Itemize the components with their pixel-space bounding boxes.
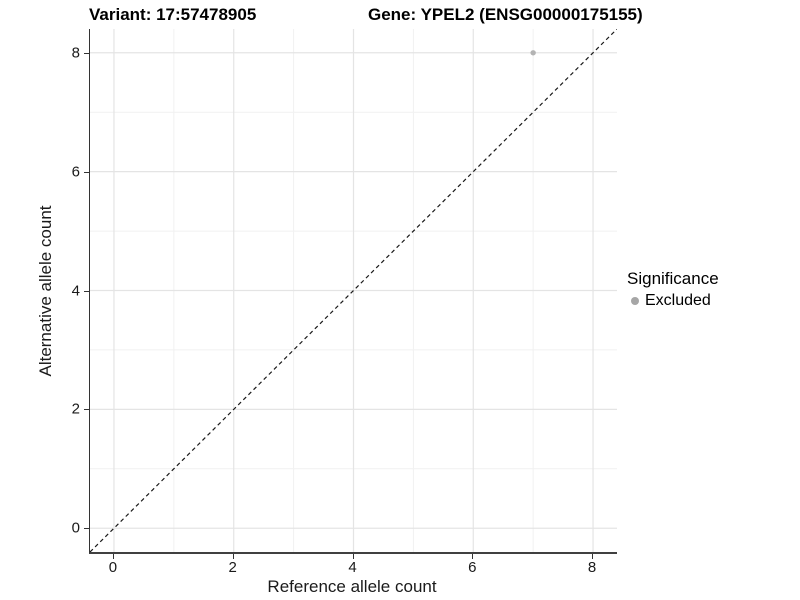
variant-title: Variant: 17:57478905 bbox=[89, 5, 257, 24]
y-axis-title: Alternative allele count bbox=[36, 205, 55, 377]
x-axis-title: Reference allele count bbox=[267, 577, 437, 596]
y-tick-mark bbox=[84, 52, 89, 54]
x-tick-label: 8 bbox=[587, 559, 597, 576]
data-point-excluded bbox=[530, 50, 536, 56]
legend-item-excluded: Excluded bbox=[627, 292, 719, 310]
x-tick-label: 4 bbox=[348, 559, 357, 576]
y-tick-label: 0 bbox=[71, 519, 80, 537]
x-tick-label: 0 bbox=[108, 559, 118, 576]
y-tick-mark bbox=[84, 171, 89, 173]
y-tick-label: 2 bbox=[71, 400, 80, 418]
identity-line bbox=[90, 29, 617, 552]
plot-panel bbox=[89, 29, 617, 554]
x-tick-label: 2 bbox=[228, 559, 237, 576]
x-tick-mark bbox=[472, 554, 474, 559]
y-tick-label: 6 bbox=[71, 163, 80, 181]
x-tick-mark bbox=[112, 554, 114, 559]
legend-title: Significance bbox=[627, 269, 719, 288]
y-tick-mark bbox=[84, 290, 89, 292]
scatter-plot-canvas bbox=[90, 29, 617, 552]
y-tick-mark bbox=[84, 528, 89, 530]
x-tick-mark bbox=[232, 554, 234, 559]
gene-title: Gene: YPEL2 (ENSG00000175155) bbox=[368, 5, 643, 24]
x-tick-label: 6 bbox=[468, 559, 477, 576]
x-tick-mark bbox=[592, 554, 594, 559]
legend-item-label: Excluded bbox=[645, 292, 711, 309]
legend: Significance Excluded bbox=[627, 269, 719, 310]
y-tick-label: 4 bbox=[71, 282, 80, 299]
x-tick-mark bbox=[352, 554, 354, 559]
y-tick-mark bbox=[84, 409, 89, 411]
y-tick-label: 8 bbox=[71, 44, 80, 62]
excluded-point-icon bbox=[631, 297, 639, 305]
